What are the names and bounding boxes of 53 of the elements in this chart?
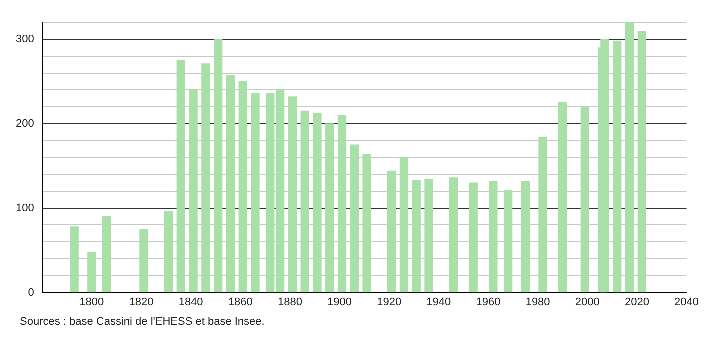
bar xyxy=(189,90,198,293)
y-tick-label: 200 xyxy=(16,118,34,130)
bar xyxy=(176,60,186,293)
bar xyxy=(521,181,530,293)
bar xyxy=(238,81,248,293)
bar xyxy=(214,39,223,293)
bar xyxy=(288,96,298,293)
bar xyxy=(202,64,210,293)
x-tick-label: 2000 xyxy=(575,296,600,308)
x-tick-label: 1800 xyxy=(80,296,104,308)
bar xyxy=(362,154,372,293)
bar xyxy=(469,182,478,293)
x-tick-label: 1960 xyxy=(476,296,501,308)
bar xyxy=(326,124,334,293)
bar xyxy=(387,170,396,293)
bar xyxy=(102,216,112,293)
bar xyxy=(400,157,409,293)
x-tick-label: 1900 xyxy=(328,296,352,308)
y-tick-label: 0 xyxy=(28,286,34,299)
bar xyxy=(251,93,260,293)
bar xyxy=(558,102,568,293)
bar xyxy=(538,137,548,293)
x-tick-label: 1820 xyxy=(129,296,154,308)
x-tick-label: 2020 xyxy=(624,296,650,308)
bar xyxy=(88,252,96,293)
x-tick-label: 1880 xyxy=(278,296,302,308)
bar xyxy=(70,226,79,293)
bar xyxy=(313,113,322,293)
bar xyxy=(140,229,148,293)
x-tick-label: 1920 xyxy=(377,296,402,308)
bar xyxy=(350,144,359,293)
bar xyxy=(625,22,634,293)
bar xyxy=(449,178,458,293)
y-tick-label: 300 xyxy=(16,34,34,46)
bar xyxy=(338,115,347,293)
bar xyxy=(424,179,434,293)
bar xyxy=(580,106,590,293)
bar xyxy=(164,211,174,293)
bar xyxy=(613,40,622,293)
x-tick-label: 1840 xyxy=(178,296,204,308)
x-tick-label: 1980 xyxy=(526,296,550,308)
x-tick-label: 1860 xyxy=(228,296,253,308)
bar xyxy=(600,39,610,293)
source-note: Sources : base Cassini de l'EHESS et base Insee. xyxy=(20,316,266,328)
bar xyxy=(638,32,646,293)
bar xyxy=(489,181,498,293)
bar xyxy=(300,110,310,293)
bar xyxy=(412,180,421,293)
bar xyxy=(504,190,513,293)
x-tick-label: 1940 xyxy=(426,296,452,308)
bar xyxy=(226,75,236,293)
y-tick-label: 100 xyxy=(16,202,34,214)
x-tick-label: 2040 xyxy=(674,296,700,308)
